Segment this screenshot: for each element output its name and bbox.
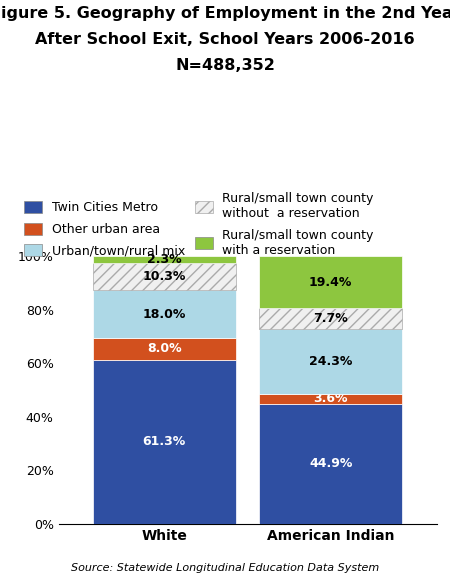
Bar: [259, 403, 402, 524]
Bar: [259, 308, 402, 329]
Text: 3.6%: 3.6%: [313, 392, 348, 405]
Text: N=488,352: N=488,352: [175, 58, 275, 73]
Bar: [93, 290, 236, 338]
Text: 18.0%: 18.0%: [143, 308, 186, 321]
Bar: [259, 256, 402, 308]
Text: 24.3%: 24.3%: [309, 355, 352, 368]
Text: After School Exit, School Years 2006-2016: After School Exit, School Years 2006-201…: [35, 32, 415, 47]
Text: 44.9%: 44.9%: [309, 457, 352, 470]
Bar: [93, 256, 236, 262]
Text: Figure 5. Geography of Employment in the 2nd Year: Figure 5. Geography of Employment in the…: [0, 6, 450, 21]
Bar: [259, 394, 402, 403]
Bar: [93, 338, 236, 360]
Text: 61.3%: 61.3%: [143, 435, 186, 448]
Text: 2.3%: 2.3%: [147, 253, 182, 266]
Text: 7.7%: 7.7%: [313, 312, 348, 325]
Bar: [93, 360, 236, 524]
Bar: [259, 329, 402, 394]
Bar: [93, 262, 236, 290]
Text: 10.3%: 10.3%: [143, 270, 186, 283]
Text: Source: Statewide Longitudinal Education Data System: Source: Statewide Longitudinal Education…: [71, 563, 379, 573]
Text: 19.4%: 19.4%: [309, 276, 352, 289]
Legend: Twin Cities Metro, Other urban area, Urban/town/rural mix, Rural/small town coun: Twin Cities Metro, Other urban area, Urb…: [24, 193, 374, 257]
Text: 8.0%: 8.0%: [147, 342, 182, 356]
